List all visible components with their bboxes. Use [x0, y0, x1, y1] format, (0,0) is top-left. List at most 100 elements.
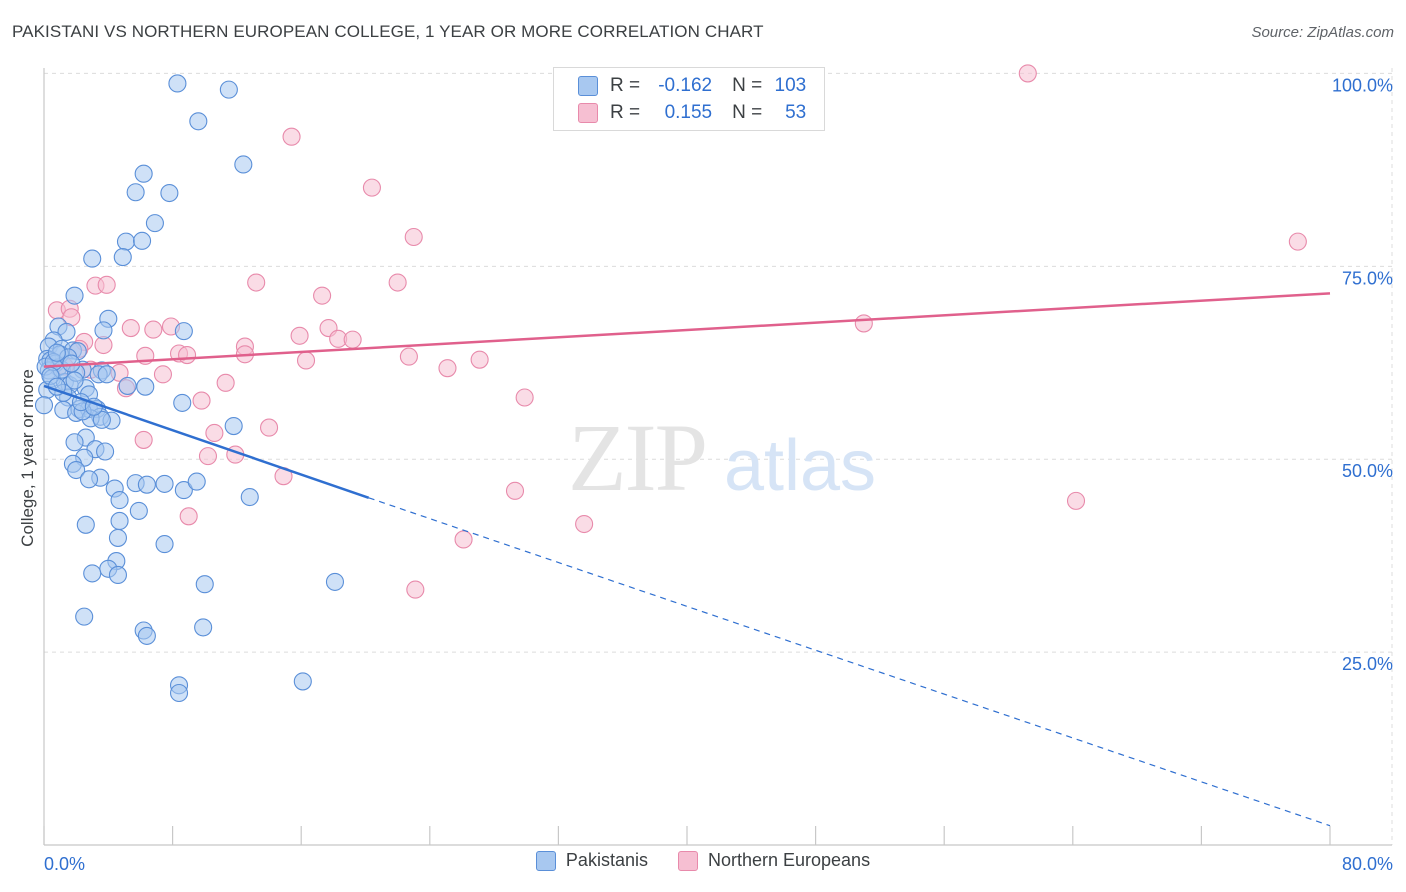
- chart-title: PAKISTANI VS NORTHERN EUROPEAN COLLEGE, …: [12, 22, 764, 41]
- northern-europeans-point: [144, 320, 163, 339]
- northern-europeans-point: [178, 346, 197, 365]
- pakistanis-point: [110, 511, 129, 530]
- source-credit: Source: ZipAtlas.com: [1251, 24, 1394, 41]
- r-label: R =: [610, 102, 641, 123]
- pakistanis-point: [34, 396, 54, 415]
- northern-europeans-point: [438, 359, 457, 378]
- northern-europeans-n-value: 53: [785, 102, 807, 123]
- series-pakistanis: [34, 74, 345, 703]
- pakistanis-point: [168, 74, 187, 93]
- pakistanis-point: [79, 470, 99, 489]
- pakistanis-point: [47, 343, 66, 362]
- pakistanis-point: [195, 575, 214, 594]
- northern-europeans-point: [179, 507, 198, 526]
- northern-europeans-trend-line: [43, 292, 1331, 368]
- pakistanis-point: [187, 472, 206, 491]
- pakistanis-point: [97, 365, 116, 384]
- y-tick-label: 25.0%: [1342, 654, 1393, 674]
- pakistanis-point: [325, 572, 345, 591]
- pakistanis-point: [224, 416, 243, 436]
- northern-europeans-point: [1066, 491, 1086, 510]
- pakistanis-point: [113, 248, 132, 267]
- x-tick-label: 0.0%: [44, 854, 85, 874]
- pakistanis-point: [240, 487, 259, 507]
- northern-europeans-point: [388, 273, 407, 292]
- pakistanis-point: [108, 528, 127, 547]
- y-tick-label: 100.0%: [1332, 75, 1393, 95]
- grid-lines: [44, 68, 1393, 845]
- pakistanis-point: [67, 460, 86, 480]
- northern-europeans-point: [399, 347, 418, 366]
- northern-europeans-point: [505, 481, 525, 500]
- pakistanis-point: [108, 565, 127, 585]
- northern-europeans-point: [343, 330, 362, 349]
- pakistanis-point: [137, 626, 156, 645]
- pakistanis-point: [169, 683, 189, 703]
- northern-europeans-legend-swatch: [677, 850, 698, 871]
- northern-europeans-point: [97, 275, 116, 294]
- northern-europeans-point: [313, 286, 332, 305]
- legend-item-northern-europeans[interactable]: Northern Europeans: [677, 850, 870, 871]
- pakistanis-point: [65, 371, 84, 390]
- northern-europeans-point: [854, 314, 873, 333]
- pakistanis-point: [110, 491, 129, 510]
- northern-europeans-point: [404, 227, 423, 247]
- pakistanis-legend-swatch: [535, 850, 556, 871]
- y-tick-label: 75.0%: [1342, 268, 1393, 288]
- pakistanis-point: [129, 501, 148, 520]
- northern-europeans-point: [205, 423, 224, 443]
- northern-europeans-point: [470, 350, 489, 369]
- northern-europeans-point: [282, 127, 301, 146]
- n-label: N =: [732, 75, 763, 96]
- northern-europeans-point: [153, 365, 173, 384]
- pakistanis-swatch: [578, 76, 598, 96]
- pakistanis-point: [57, 322, 76, 341]
- pakistanis-point: [83, 249, 102, 268]
- northern-europeans-point: [515, 388, 534, 407]
- pakistanis-point: [174, 481, 193, 500]
- pakistanis-point: [65, 433, 84, 452]
- pakistanis-point: [145, 214, 164, 233]
- northern-europeans-point: [575, 514, 594, 534]
- stats-legend: R = -0.162 N = 103 R = 0.155 N = 53: [553, 67, 825, 131]
- pakistanis-trend-extension: [368, 497, 1331, 827]
- watermark-atlas: atlas: [724, 426, 876, 506]
- r-label: R =: [610, 75, 641, 96]
- pakistanis-point: [174, 322, 193, 341]
- northern-europeans-point: [259, 418, 279, 437]
- pakistanis-point: [234, 155, 253, 174]
- pakistanis-point: [194, 618, 213, 637]
- northern-europeans-point: [247, 273, 266, 292]
- pakistanis-point: [133, 231, 152, 250]
- pakistanis-point: [155, 474, 174, 493]
- series-legend: Pakistanis Northern Europeans: [0, 850, 1406, 871]
- pakistanis-trend-line: [43, 384, 370, 499]
- axes: [43, 68, 1392, 846]
- pakistanis-n-value: 103: [774, 75, 807, 96]
- northern-europeans-r-value: 0.155: [664, 102, 713, 123]
- northern-europeans-point: [1288, 232, 1307, 251]
- pakistanis-point: [76, 515, 95, 534]
- pakistanis-point: [118, 376, 137, 395]
- pakistanis-point: [189, 112, 208, 131]
- stats-row-pakistanis: R = -0.162 N = 103: [578, 73, 806, 99]
- northern-europeans-point: [454, 530, 473, 549]
- northern-europeans-point: [134, 430, 153, 449]
- legend-item-pakistanis[interactable]: Pakistanis: [535, 850, 648, 871]
- northern-europeans-swatch: [578, 103, 598, 123]
- pakistanis-point: [75, 607, 94, 626]
- northern-europeans-point: [216, 373, 235, 392]
- pakistanis-point: [219, 80, 238, 99]
- watermark: ZIP atlas: [568, 404, 876, 511]
- pakistanis-point: [136, 377, 155, 396]
- pakistanis-point: [94, 321, 113, 340]
- northern-europeans-point: [121, 318, 140, 338]
- trend-lines: [43, 292, 1331, 827]
- pakistanis-point: [173, 393, 192, 412]
- pakistanis-point: [137, 475, 156, 494]
- pakistanis-point: [92, 410, 111, 429]
- pakistanis-point: [116, 232, 136, 251]
- watermark-zip: ZIP: [568, 404, 706, 511]
- pakistanis-point: [96, 442, 115, 461]
